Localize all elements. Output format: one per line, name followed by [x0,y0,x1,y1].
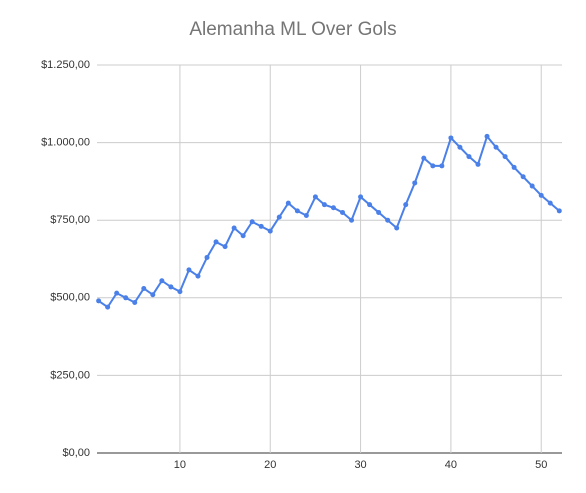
point [222,244,228,250]
point [168,284,174,290]
point [502,154,508,160]
point [303,213,309,219]
point [267,228,273,234]
point [547,200,553,206]
point [132,299,138,305]
line [98,134,560,309]
point [96,298,102,304]
point [556,208,562,214]
point [213,239,219,245]
point [349,217,355,223]
point [285,200,291,206]
y-tick-label: $500,00 [50,292,90,304]
point [358,194,364,200]
point [529,183,535,189]
point [520,174,526,180]
point [141,285,147,291]
point [258,223,264,229]
x-tick-label: 50 [535,459,547,471]
y-tick-label: $1.250,00 [41,59,90,71]
point [430,163,436,169]
y-tick-label: $0,00 [62,447,90,459]
point [340,209,346,215]
point [466,154,472,160]
point [249,219,255,225]
point [159,278,165,284]
point [538,192,544,198]
point [114,290,120,296]
point [448,135,454,141]
point [123,295,129,301]
point [385,217,391,223]
y-tick-label: $1.000,00 [41,137,90,149]
point [312,194,318,200]
point [484,133,490,139]
point [367,202,373,208]
point [412,180,418,186]
x-tick-label: 40 [445,459,457,471]
x-tick-label: 10 [174,459,186,471]
point [186,267,192,273]
point [294,208,300,214]
point [177,289,183,295]
point [204,254,210,260]
point [105,304,111,310]
point [493,144,499,150]
point [195,273,201,279]
point [321,202,327,208]
x-tick-label: 30 [354,459,366,471]
point [394,225,400,231]
x-tick-label: 20 [264,459,276,471]
point [421,155,427,161]
point [511,164,517,170]
point [240,233,246,239]
y-tick-label: $750,00 [50,214,90,226]
point [439,163,445,169]
point [376,209,382,215]
point [457,144,463,150]
point [403,202,409,208]
chart-title: Alemanha ML Over Gols [189,19,396,40]
point [330,205,336,211]
point [475,161,481,167]
y-tick-label: $250,00 [50,369,90,381]
point [150,292,156,298]
point [231,225,237,231]
point [276,214,282,220]
